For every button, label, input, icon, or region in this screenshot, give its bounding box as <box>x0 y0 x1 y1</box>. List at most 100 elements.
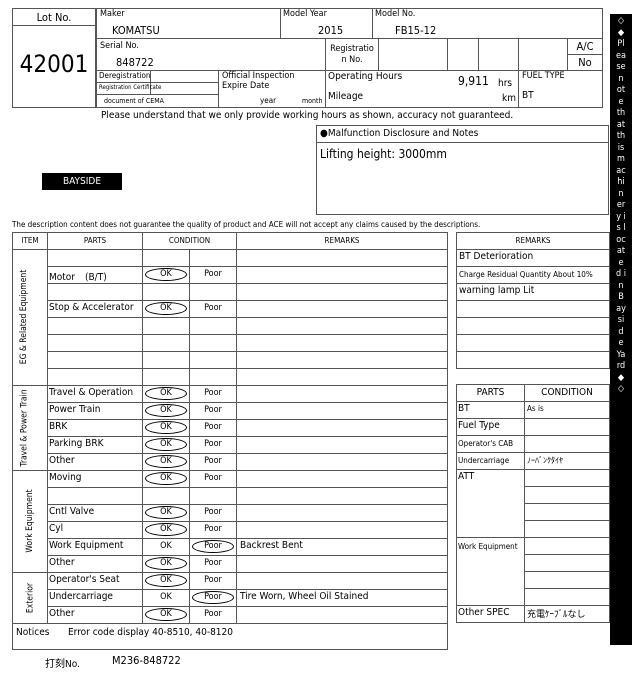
parts-header-cell: PARTS <box>47 232 143 250</box>
model-year-value: 2015 <box>318 24 344 37</box>
section-label: Exterior <box>25 582 35 613</box>
part-name: Undercarriage <box>49 591 113 602</box>
spec-part: Operator's CAB <box>458 439 514 448</box>
other-spec-value: 充電ｹｰﾌﾞﾙなし <box>527 610 586 620</box>
ok-option-selected: OK <box>145 404 187 417</box>
table-row <box>47 249 143 267</box>
lot-number: 42001 <box>19 50 89 78</box>
hours-note: Please understand that we only provide w… <box>101 110 514 121</box>
right-remarks-header: REMARKS <box>515 236 551 245</box>
remark-text: BT Deterioration <box>459 251 534 262</box>
table-row <box>47 487 143 505</box>
ok-option-selected: OK <box>145 557 187 570</box>
ok-option: OK <box>160 541 172 551</box>
malfunction-title: ●Malfunction Disclosure and Notes <box>320 128 479 139</box>
poor-option: Poor <box>204 473 222 483</box>
location-badge: BAYSIDE <box>42 173 122 190</box>
ok-option-selected: OK <box>145 438 187 451</box>
disclaimer: The description content does not guarant… <box>12 220 481 229</box>
remark-row <box>456 300 610 318</box>
model-no-value: FB15-12 <box>395 24 437 37</box>
table-row <box>47 351 143 369</box>
remark-text: Charge Residual Quantity About 10% <box>459 270 593 279</box>
ok-option-selected: OK <box>145 472 187 485</box>
lot-number-cell: 42001 <box>12 25 96 108</box>
table-row <box>47 317 143 335</box>
ok-option-selected: OK <box>145 574 187 587</box>
cema-label: document of CEMA <box>104 97 164 105</box>
parts-header: PARTS <box>83 236 107 245</box>
remark-text: Backrest Bent <box>240 540 303 551</box>
part-name: Other <box>49 455 75 466</box>
spec-condition-header: CONDITION <box>541 387 593 398</box>
notices-label: Notices <box>16 627 50 638</box>
hours-unit: hrs <box>498 78 513 89</box>
location-side-strip: ◇◆Please note that this machinery is loc… <box>610 14 632 645</box>
ok-option: OK <box>160 592 172 602</box>
part-name: BRK <box>49 421 68 432</box>
fuel-type-value: BT <box>522 90 534 101</box>
part-name: Travel & Operation <box>49 387 134 398</box>
poor-option: Poor <box>204 609 222 619</box>
stamp-value: M236-848722 <box>112 654 181 667</box>
remark-row <box>456 334 610 352</box>
registration-certificate-label: Registration Certificate <box>99 84 162 91</box>
table-row <box>47 283 143 301</box>
remark-row <box>456 351 610 369</box>
poor-option: Poor <box>204 303 222 313</box>
model-no-label: Model No. <box>375 9 416 19</box>
ok-option-selected: OK <box>145 268 187 281</box>
notices-cell <box>12 623 448 650</box>
km-unit: km <box>502 93 516 104</box>
item-header-cell: ITEM <box>12 232 48 250</box>
remark-text: warning lamp Lit <box>459 285 535 296</box>
lot-label-cell: Lot No. <box>12 8 96 26</box>
poor-option: Poor <box>204 524 222 534</box>
other-spec-label: Other SPEC <box>458 607 510 618</box>
spec-parts-header: PARTS <box>476 387 505 398</box>
remarks-header-cell: REMARKS <box>236 232 448 250</box>
part-name: Moving <box>49 472 82 483</box>
side-strip-text: ◇◆Please note that this machinery is loc… <box>616 16 626 394</box>
poor-option: Poor <box>204 405 222 415</box>
fuel-type-label: FUEL TYPE <box>522 71 565 81</box>
ac-value: No <box>578 56 592 69</box>
condition-header-cell: CONDITION <box>142 232 237 250</box>
section-label: Work Equipment <box>25 489 35 553</box>
part-name: Operator's Seat <box>49 574 120 585</box>
mileage-label: Mileage <box>328 91 364 102</box>
registration-label: Registration No. <box>330 44 374 65</box>
part-name: Other <box>49 557 75 568</box>
deregistration-label: Deregistration <box>99 71 151 80</box>
poor-option: Poor <box>204 456 222 466</box>
section-label: Travel & Power Train <box>19 388 29 467</box>
part-name: Cntl Valve <box>49 506 95 517</box>
poor-option: Poor <box>204 558 222 568</box>
spec-part: Fuel Type <box>458 420 500 431</box>
part-name: Work Equipment <box>49 540 124 551</box>
condition-header: CONDITION <box>168 236 211 245</box>
lot-label: Lot No. <box>36 11 72 24</box>
ac-label: A/C <box>576 40 594 53</box>
serial-label: Serial No. <box>100 41 139 51</box>
notices-text: Error code display 40-8510, 40-8120 <box>68 627 233 638</box>
month-label: month <box>302 97 323 105</box>
poor-option: Poor <box>204 507 222 517</box>
year-label: year <box>260 96 277 105</box>
ok-option-selected: OK <box>145 506 187 519</box>
ok-option-selected: OK <box>145 608 187 621</box>
spec-condition: As is <box>527 404 544 413</box>
att-label: ATT <box>458 471 475 482</box>
part-name: Stop & Accelerator <box>49 302 134 313</box>
poor-option: Poor <box>204 269 222 279</box>
ok-option-selected: OK <box>145 421 187 434</box>
ok-option-selected: OK <box>145 387 187 400</box>
remark-text: Tire Worn, Wheel Oil Stained <box>240 591 369 602</box>
maker-value: KOMATSU <box>112 24 160 37</box>
section-label: EG & Related Equipment <box>19 269 29 365</box>
item-header: ITEM <box>21 236 39 245</box>
spec-part: Undercarriage <box>458 456 510 465</box>
poor-option: Poor <box>204 439 222 449</box>
poor-option-selected: Poor <box>192 591 234 604</box>
table-row <box>47 368 143 386</box>
